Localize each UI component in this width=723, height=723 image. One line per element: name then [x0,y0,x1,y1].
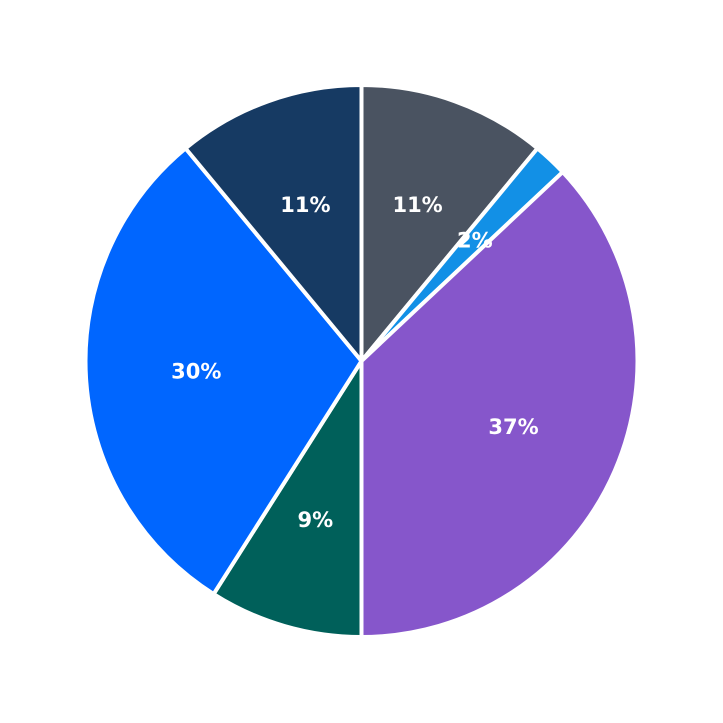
pie-slice [83,146,364,597]
slice-percent-label: 37% [488,415,538,439]
slice-percent-label: 11% [392,193,442,217]
pie-slice [359,83,540,363]
slice-percent-label: 11% [280,193,330,217]
slice-percent-label: 30% [171,359,221,383]
pie-slices [83,83,640,639]
pie-slice [359,170,640,639]
slice-percent-label: 9% [297,508,333,532]
slice-percent-label: 2% [457,228,493,252]
pie-slice [183,83,364,363]
pie-labels: 11% 2% 37% 9% 30% 11% [171,193,539,532]
pie-slice [211,359,364,639]
